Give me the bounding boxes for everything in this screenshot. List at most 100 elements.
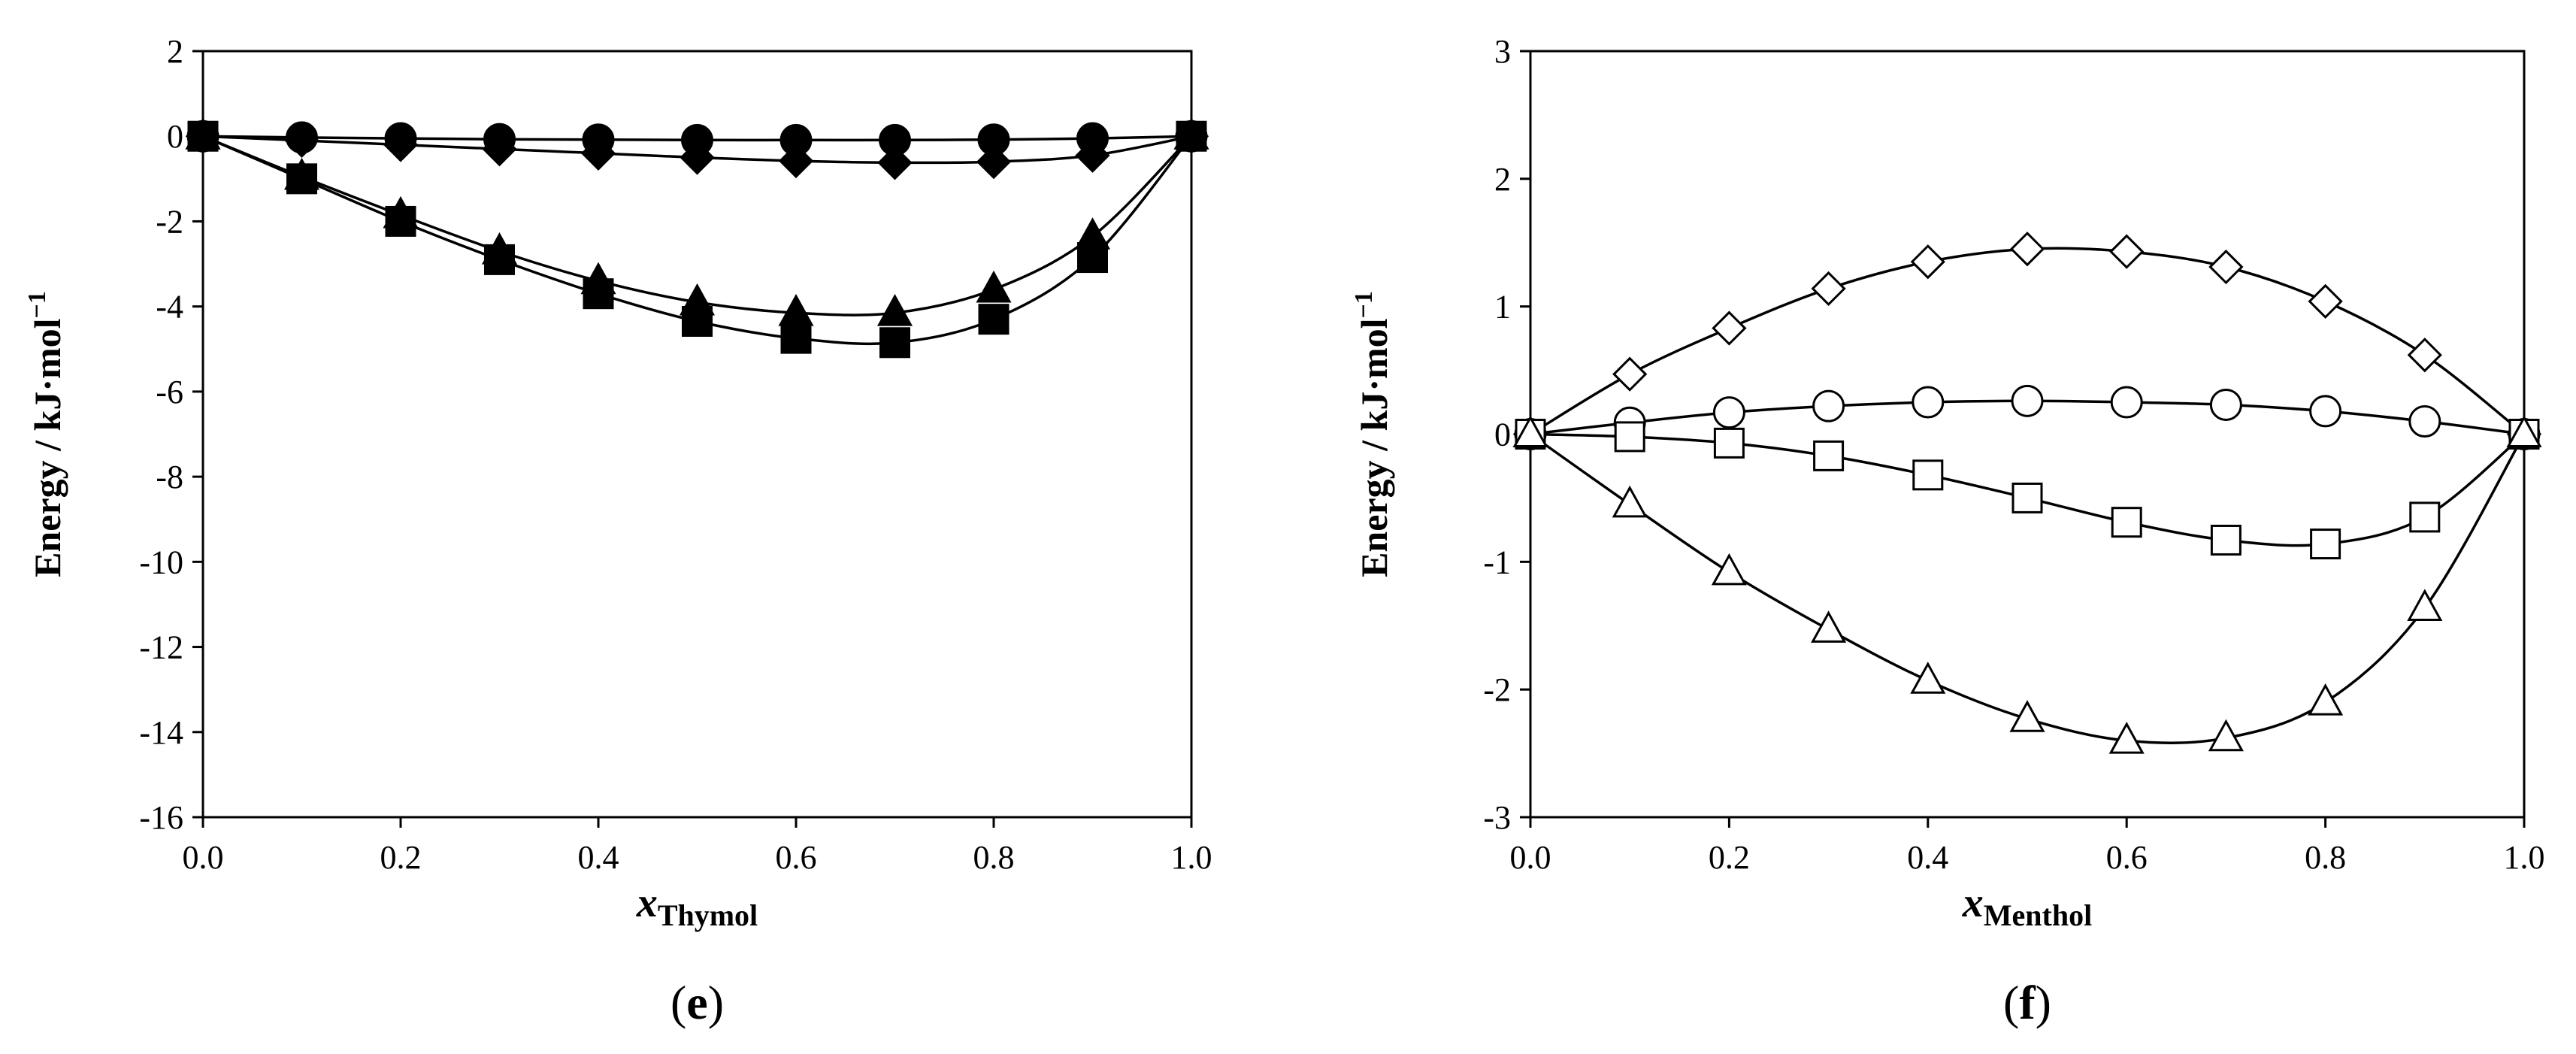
y-axis-title-exponent: −1 — [23, 291, 51, 318]
open-circle-point — [1812, 389, 1845, 423]
open-circle-point — [2110, 386, 2143, 419]
open-circle-point — [2408, 405, 2441, 438]
open-circle-point — [1912, 386, 1945, 419]
open-square-point — [2011, 482, 2043, 513]
open-circle-point — [2309, 395, 2342, 428]
x-tick-label: 0.2 — [1709, 839, 1750, 876]
open-square-point — [1813, 440, 1845, 471]
y-tick-label: 0 — [1494, 416, 1511, 453]
x-tick-label: 0.8 — [2305, 839, 2346, 876]
filled-diamond-point — [284, 123, 319, 159]
filled-diamond-point — [482, 132, 517, 167]
filled-triangle-point — [876, 294, 913, 326]
open-diamond-point — [1910, 244, 1945, 280]
y-tick-label: -8 — [156, 459, 183, 495]
y-tick-label: 2 — [1494, 161, 1511, 198]
filled-diamond-point — [1075, 138, 1110, 173]
open-triangle-point — [2108, 721, 2145, 754]
x-axis-title-variable: x — [636, 880, 658, 926]
x-axis-title: xThymol — [636, 880, 758, 932]
filled-square-point — [682, 305, 713, 337]
filled-square-point — [1176, 120, 1207, 152]
filled-diamond-point — [877, 145, 913, 180]
y-tick-label: -3 — [1483, 799, 1511, 836]
open-diamond-point — [2109, 234, 2145, 269]
open-diamond-point — [1712, 310, 1747, 346]
open-square-point — [2310, 529, 2341, 560]
filled-triangle-point — [976, 270, 1012, 303]
filled-triangle-point — [778, 294, 814, 326]
y-tick-label: 3 — [1494, 33, 1511, 70]
open-triangle-point — [2506, 415, 2542, 447]
panel-label-letter: f — [2019, 976, 2036, 1029]
x-axis-title-subscript: Menthol — [1984, 898, 2092, 932]
filled-square-point — [780, 323, 812, 354]
chart-panel-e: 2 0 -2 -4 -6 -8 -10 -12 -14 -160.0 0.2 0.4 0.6 0.8 1.0… — [23, 33, 1212, 1029]
y-tick-label: -4 — [156, 289, 183, 326]
open-diamond-point — [1811, 271, 1846, 307]
y-tick-label: 1 — [1494, 289, 1511, 326]
y-tick-label: -1 — [1483, 544, 1511, 580]
x-tick-label: 0.0 — [1510, 839, 1551, 876]
y-tick-label: 2 — [167, 33, 183, 70]
open-diamond-point — [2009, 232, 2045, 267]
open-triangle-series-line — [1529, 433, 2526, 744]
filled-square-point — [187, 120, 219, 152]
panel-label: (f) — [2003, 976, 2051, 1029]
y-axis-title-text: Energy / kJ·mol — [26, 318, 68, 577]
x-tick-label: 0.0 — [183, 839, 224, 876]
open-square-point — [2409, 501, 2441, 533]
x-tick-label: 0.4 — [578, 839, 619, 876]
x-axis-title-subscript: Thymol — [658, 898, 758, 932]
filled-diamond-point — [976, 144, 1012, 180]
open-diamond-point — [1612, 356, 1648, 392]
open-triangle-point — [1910, 662, 1946, 694]
filled-square-point — [1077, 242, 1108, 274]
open-square-point — [1614, 421, 1645, 453]
y-axis-title-text: Energy / kJ·mol — [1353, 318, 1395, 577]
y-tick-label: -16 — [139, 799, 183, 836]
filled-diamond-point — [778, 143, 814, 179]
panel-label-close: ) — [2036, 976, 2051, 1029]
open-circle-point — [2209, 388, 2242, 421]
x-tick-label: 0.6 — [2106, 839, 2148, 876]
x-tick-label: 1.0 — [1171, 839, 1212, 876]
open-triangle-point — [1512, 415, 1548, 447]
open-circle-point — [1712, 396, 1745, 429]
filled-diamond-point — [680, 140, 715, 175]
x-tick-label: 0.8 — [973, 839, 1015, 876]
chart-panel-f: 3 2 1 0 -1 -2 -30.0 0.2 0.4 0.6 0.8 1.0 Energy / kJ·… — [1350, 33, 2545, 1029]
filled-diamond-point — [580, 135, 616, 171]
open-square-point — [2111, 507, 2142, 538]
panel-label: (e) — [670, 976, 724, 1029]
open-triangle-point — [2308, 683, 2344, 716]
x-tick-label: 0.4 — [1907, 839, 1948, 876]
filled-square-point — [286, 163, 317, 195]
panel-label-open: ( — [2003, 976, 2019, 1029]
open-square-point — [1912, 459, 1944, 491]
x-axis-title-variable: x — [1962, 880, 1984, 926]
open-triangle-point — [2009, 700, 2045, 732]
y-tick-label: -2 — [156, 203, 183, 240]
open-diamond-point — [2208, 249, 2244, 285]
x-tick-label: 0.2 — [380, 839, 422, 876]
open-square-point — [1713, 427, 1745, 459]
y-tick-label: -6 — [156, 374, 183, 410]
plot-frame — [201, 50, 1193, 819]
y-tick-label: 0 — [167, 118, 183, 155]
x-tick-label: 0.6 — [776, 839, 817, 876]
filled-square-point — [879, 327, 910, 359]
open-triangle-point — [1612, 485, 1648, 518]
y-tick-label: -2 — [1483, 671, 1511, 708]
open-square-point — [2210, 524, 2242, 556]
open-triangle-point — [1711, 553, 1747, 586]
x-axis-title: xMenthol — [1962, 880, 2092, 932]
y-tick-label: -12 — [139, 629, 183, 666]
panel-label-letter: e — [686, 976, 707, 1029]
open-diamond-point — [2407, 338, 2442, 373]
open-triangle-point — [1811, 610, 1847, 643]
panel-label-close: ) — [708, 976, 724, 1029]
y-tick-label: -14 — [139, 714, 183, 751]
filled-diamond-point — [383, 127, 419, 162]
